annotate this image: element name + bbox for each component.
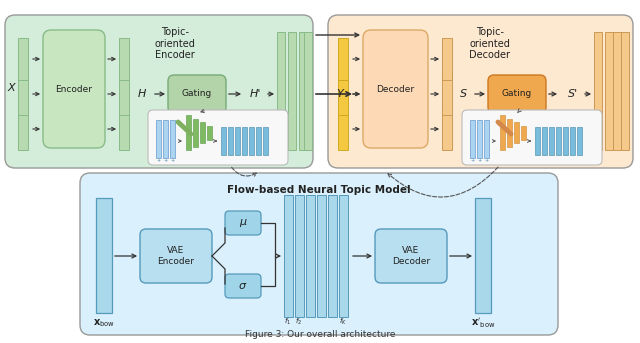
Bar [299, 32, 307, 150]
Bar [338, 73, 348, 115]
Bar [306, 195, 315, 317]
Text: +: + [470, 157, 475, 163]
Bar [577, 127, 582, 155]
Text: Topic-
oriented
Encoder: Topic- oriented Encoder [155, 27, 195, 60]
Bar [96, 198, 112, 313]
Text: Encoder: Encoder [56, 84, 93, 94]
FancyBboxPatch shape [225, 211, 261, 235]
Text: Gating: Gating [502, 90, 532, 98]
FancyBboxPatch shape [328, 15, 633, 168]
Bar [484, 120, 489, 158]
Bar [339, 195, 348, 317]
FancyBboxPatch shape [225, 274, 261, 298]
Bar [295, 195, 304, 317]
Bar [594, 32, 602, 150]
Text: +: + [170, 157, 175, 163]
Bar [549, 127, 554, 155]
Text: H: H [138, 89, 146, 99]
FancyBboxPatch shape [148, 110, 288, 165]
FancyBboxPatch shape [462, 110, 602, 165]
Bar [500, 115, 505, 150]
Bar [514, 122, 519, 143]
Text: +: + [156, 157, 161, 163]
Bar [288, 32, 296, 150]
Bar [156, 120, 161, 158]
Bar [613, 32, 621, 150]
Text: Topic-
oriented
Decoder: Topic- oriented Decoder [470, 27, 511, 60]
Bar [284, 195, 293, 317]
Bar [521, 126, 526, 140]
Bar [563, 127, 568, 155]
Bar [249, 127, 254, 155]
Bar [605, 32, 613, 150]
Bar [119, 108, 129, 150]
Bar [200, 122, 205, 143]
Bar [442, 73, 452, 115]
Bar [163, 120, 168, 158]
FancyBboxPatch shape [80, 173, 558, 335]
Text: Gating: Gating [182, 90, 212, 98]
FancyBboxPatch shape [43, 30, 105, 148]
Text: +: + [477, 157, 481, 163]
Text: X: X [7, 83, 15, 93]
Bar [228, 127, 233, 155]
Bar [18, 38, 28, 80]
Bar [242, 127, 247, 155]
Text: $\sigma$: $\sigma$ [238, 281, 248, 291]
Text: $\mu$: $\mu$ [239, 217, 247, 229]
Text: VAE
Decoder: VAE Decoder [392, 246, 430, 266]
Bar [193, 119, 198, 147]
Bar [277, 32, 285, 150]
FancyBboxPatch shape [168, 75, 226, 113]
Bar [338, 38, 348, 80]
Text: S: S [460, 89, 467, 99]
Bar [18, 73, 28, 115]
Bar [442, 38, 452, 80]
Text: S': S' [568, 89, 578, 99]
Text: $f_1$: $f_1$ [284, 317, 292, 327]
Text: Y: Y [337, 89, 344, 99]
Bar [207, 126, 212, 140]
Bar [328, 195, 337, 317]
Bar [221, 127, 226, 155]
Bar [556, 127, 561, 155]
Bar [119, 38, 129, 80]
Bar [256, 127, 261, 155]
Bar [170, 120, 175, 158]
Bar [119, 73, 129, 115]
Bar [186, 115, 191, 150]
FancyBboxPatch shape [5, 15, 313, 168]
Bar [317, 195, 326, 317]
Bar [621, 32, 629, 150]
FancyBboxPatch shape [375, 229, 447, 283]
Text: $f_K$: $f_K$ [339, 317, 347, 327]
Text: H': H' [250, 89, 260, 99]
Bar [477, 120, 482, 158]
Text: Flow-based Neural Topic Model: Flow-based Neural Topic Model [227, 185, 411, 195]
Text: +: + [163, 157, 168, 163]
Bar [442, 108, 452, 150]
Text: Decoder: Decoder [376, 84, 414, 94]
Bar [304, 32, 312, 150]
Bar [475, 198, 491, 313]
Bar [507, 119, 512, 147]
FancyBboxPatch shape [363, 30, 428, 148]
Bar [338, 108, 348, 150]
Bar [542, 127, 547, 155]
Bar [470, 120, 475, 158]
Text: $\mathbf{x}_{\mathrm{bow}}$: $\mathbf{x}_{\mathrm{bow}}$ [93, 317, 115, 329]
Text: Figure 3: Our overall architecture: Figure 3: Our overall architecture [244, 330, 396, 339]
Bar [535, 127, 540, 155]
FancyBboxPatch shape [140, 229, 212, 283]
Bar [570, 127, 575, 155]
Bar [263, 127, 268, 155]
Bar [18, 108, 28, 150]
Bar [235, 127, 240, 155]
Text: $\mathbf{x}'_{\mathrm{bow}}$: $\mathbf{x}'_{\mathrm{bow}}$ [471, 316, 495, 330]
FancyBboxPatch shape [488, 75, 546, 113]
Text: +: + [484, 157, 488, 163]
Text: VAE
Encoder: VAE Encoder [157, 246, 195, 266]
Text: $f_2$: $f_2$ [296, 317, 303, 327]
